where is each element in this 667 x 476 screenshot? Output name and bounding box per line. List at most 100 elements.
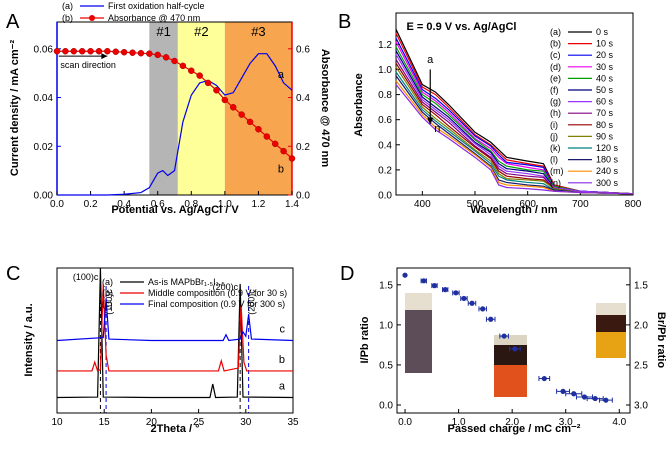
x-tick-label: 20 [146,417,158,428]
y-tick-label: 1.2 [378,40,392,51]
series-marker [87,47,94,55]
data-point [581,394,588,400]
x-tick-label: 10 [51,417,63,428]
y-tick-label: 0.0 [378,191,392,202]
y2-axis-label: Br/Pb ratio [655,312,667,369]
x-tick-label: 1.4 [285,199,299,210]
legend-name: As-is MAPbBr₁.₅I₁.₅ [148,277,225,287]
series-marker [196,72,203,79]
series-marker [204,79,212,87]
series-marker [154,51,161,59]
legend-label: (c) [102,299,113,309]
series-marker [238,111,245,118]
legend-label: (d) [550,62,561,72]
x-tick-label: 4.0 [612,417,626,428]
legend-label: (a) [550,27,561,37]
x-tick-label: 700 [572,199,589,210]
reference-label: (100)c [73,272,99,282]
chart-title: E = 0.9 V vs. Ag/AgCl [407,21,517,33]
series-marker [112,48,119,55]
y-axis-label: I/Pb ratio [359,316,371,363]
curve-label: c [280,324,286,336]
y-axis-label: Current density / mA cm⁻² [9,40,21,177]
legend-name: 40 s [596,73,614,83]
legend-label: (e) [550,73,561,83]
data-point [421,278,427,284]
legend-label: (j) [550,131,558,141]
y-axis-label: Intensity / a.u. [23,303,35,376]
series-marker [78,47,86,55]
data-point [512,346,518,352]
legend-label: (n) [550,178,561,188]
series-marker [288,155,296,162]
panel-label: C [6,263,20,285]
y2-axis-label: Absorbance @ 470 nm [319,49,331,168]
chart-panel: (100)c (100)c (200)c (200)c 10 15 20 25 30 35 2The… [6,263,299,435]
reference-label: (100)c [104,289,114,315]
curve-label: b [279,354,285,366]
legend-name: 240 s [596,166,619,176]
data-point [480,306,486,312]
region [177,22,225,195]
x-tick-label: 25 [193,417,205,428]
legend-label: (k) [550,143,561,153]
y-tick-label: 0.2 [378,165,392,176]
y2-tick-label: 0.6 [296,44,310,55]
y-tick-label: 0.04 [34,93,54,104]
series-line [395,75,634,195]
x-tick-label: 600 [519,199,536,210]
annotation: scan direction [60,60,116,70]
legend-name: 180 s [596,155,619,165]
legend-name: 20 s [596,50,614,60]
series-line [57,53,293,196]
y-tick-label: 0.5 [379,360,393,371]
legend-label: (a) [62,1,73,11]
legend-name: 90 s [596,131,614,141]
curve-label: b [278,163,284,175]
series-line [395,46,634,195]
x-tick-label: 0.4 [117,199,131,210]
data-point [560,388,566,394]
series-marker [137,49,145,57]
series-marker [171,57,178,65]
legend-name: 0 s [596,27,609,37]
y2-tick-label: 2.5 [634,360,648,371]
legend-name: 80 s [596,120,614,130]
chart-panel: 0.0 1.0 2.0 3.0 4.00.00.51.01.5 1.52.02.53.0P… [340,263,667,435]
x-tick-label: 500 [467,199,484,210]
vial-band [494,345,527,365]
data-point [603,397,609,403]
legend-label: (b) [550,39,561,49]
data-point [571,391,577,397]
y-tick-label: 0.0 [379,400,393,411]
series-marker [263,133,271,140]
x-tick-label: 1.0 [218,199,232,210]
plot-frame [395,12,634,196]
legend-name: First oxidation half-cycle [108,1,205,11]
data-point [442,287,448,293]
legend-name: 60 s [596,97,614,107]
legend-name: Final composition (0.9 V for 300 s) [148,299,285,309]
series-marker [221,96,229,104]
legend-label: (f) [550,85,559,95]
series-marker [280,147,287,155]
legend-label: (b) [62,13,73,23]
y-tick-label: 1.0 [379,320,393,331]
y2-tick-label: 2.0 [634,320,648,331]
series-marker [120,48,128,56]
series-line [395,32,634,195]
annotation: n [434,123,440,135]
series-marker [95,47,103,55]
region-label: #3 [251,24,265,39]
data-point [402,272,408,278]
data-point [541,375,547,382]
y2-tick-label: 0.0 [296,191,310,202]
annotation: a [427,54,434,66]
y2-tick-label: 0.2 [296,142,310,153]
region-label: #2 [194,24,208,39]
legend-label: (c) [550,50,561,60]
x-axis-label: Wavelength / nm [471,204,558,216]
y2-tick-label: 3.0 [634,400,648,411]
series-marker [53,47,61,55]
legend-label: (g) [550,97,561,107]
